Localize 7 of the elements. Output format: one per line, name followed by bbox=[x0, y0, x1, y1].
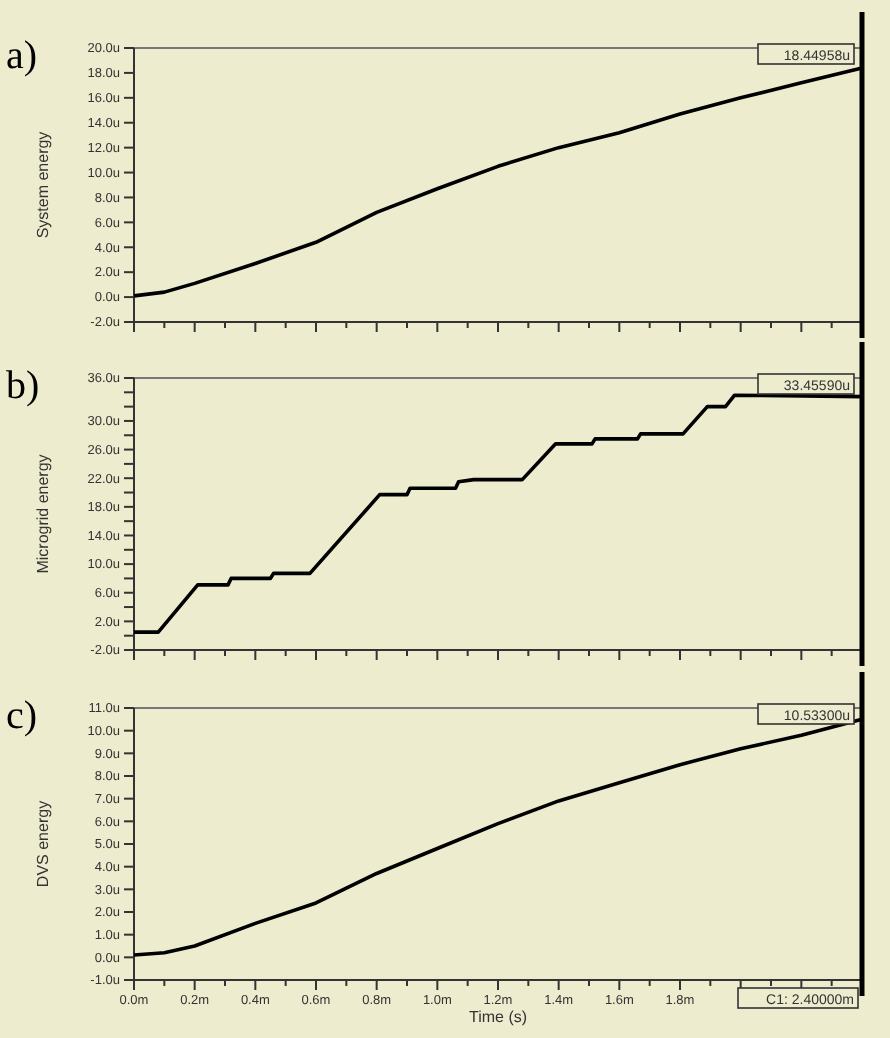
chart-title: a) bbox=[6, 34, 38, 78]
chart-title: c) bbox=[6, 694, 38, 738]
x-axis-title: Time (s) bbox=[468, 1008, 528, 1026]
chart-title: b) bbox=[6, 364, 40, 408]
y-axis-title: Microgrid energy bbox=[34, 454, 52, 574]
y-axis-title: DVS energy bbox=[34, 800, 52, 888]
y-axis-title: System energy bbox=[34, 131, 52, 239]
